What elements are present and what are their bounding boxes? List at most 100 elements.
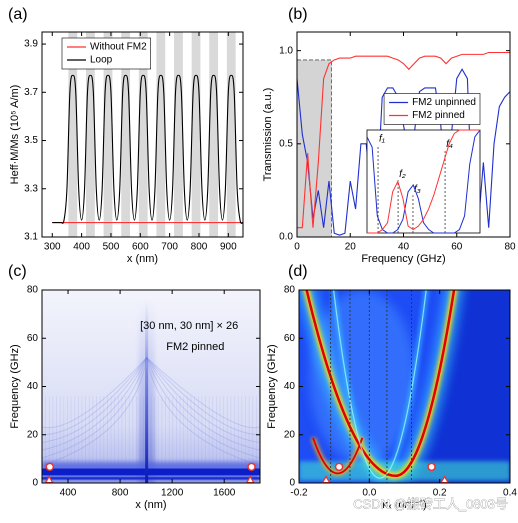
panel-label: (b)	[288, 6, 308, 23]
heatmap-band	[42, 468, 260, 476]
inset-line	[367, 129, 480, 234]
heatmap-fan	[146, 357, 260, 436]
y-tick-label: 80	[27, 285, 39, 296]
heatmap-peak	[305, 290, 456, 478]
x-tick-label: 800	[191, 242, 208, 253]
y-tick-label: 20	[27, 429, 39, 440]
y-tick-label: 3.9	[24, 39, 38, 50]
x-tick-label: 1600	[213, 488, 236, 499]
y-axis-label: Heff·M/Ms (10⁵ A/m)	[9, 85, 21, 185]
x-tick-label: 900	[220, 242, 237, 253]
inset-line	[366, 129, 481, 234]
y-tick-label: 60	[27, 333, 39, 344]
legend-label: FM2 pinned	[412, 110, 465, 121]
shaded-band	[121, 32, 131, 237]
x-tick-label: 0.0	[362, 488, 376, 499]
marker	[334, 462, 344, 472]
x-tick-label: 40	[398, 242, 410, 253]
x-tick-label: 0.4	[503, 488, 517, 499]
data-line	[297, 51, 510, 229]
shaded-band	[209, 32, 219, 237]
y-tick-label: 3.7	[24, 87, 38, 98]
x-axis-label: x (nm)	[127, 253, 158, 265]
inset-label: f₃	[414, 184, 421, 195]
legend-label: FM2 unpinned	[412, 97, 476, 108]
plot-area	[52, 32, 243, 237]
y-axis-label: Transmission (a.u.)	[262, 88, 274, 182]
inset-label: f₁	[379, 134, 385, 145]
heatmap-fan	[42, 357, 148, 451]
legend: Without FM2 Loop	[61, 37, 151, 70]
x-tick-label: 700	[161, 242, 178, 253]
heatmap-fan	[146, 357, 260, 429]
legend-label: Loop	[90, 55, 113, 66]
legend-box	[383, 93, 481, 125]
y-tick-label: 1.0	[279, 45, 293, 56]
panel-label: (d)	[288, 263, 308, 280]
x-tick-label: 400	[60, 488, 77, 499]
y-tick-label: 3.5	[24, 135, 38, 146]
panel-label: (c)	[8, 263, 27, 280]
x-axis-label: x (nm)	[135, 499, 166, 511]
heatmap-line	[145, 299, 149, 483]
plot-area	[42, 290, 260, 483]
panel-label: (a)	[8, 6, 28, 23]
plot-area	[299, 290, 510, 483]
marker	[247, 462, 256, 472]
x-tick-label: 60	[451, 242, 463, 253]
heatmap-band	[42, 477, 260, 480]
shaded-band	[103, 32, 113, 237]
x-tick-label: -0.2	[290, 488, 308, 499]
x-tick-label: 300	[44, 242, 61, 253]
shaded-band	[191, 32, 201, 237]
annotation: FM2 pinned	[166, 341, 224, 353]
x-tick-label: 1200	[161, 488, 184, 499]
inset-label: f₄	[446, 139, 453, 150]
axes-frame	[41, 31, 244, 238]
x-tick-label: 600	[132, 242, 149, 253]
inset-frame	[366, 129, 481, 234]
heatmap-fan	[42, 357, 148, 436]
x-tick-label: 0.2	[433, 488, 447, 499]
y-tick-label: 20	[284, 429, 296, 440]
shaded-band	[68, 32, 78, 237]
y-tick-label: 40	[27, 381, 39, 392]
x-tick-label: 80	[504, 242, 516, 253]
y-tick-label: 0.0	[279, 232, 293, 243]
data-line	[52, 74, 243, 224]
y-tick-label: 3.1	[24, 232, 38, 243]
y-tick-label: 0.5	[279, 138, 293, 149]
x-tick-label: 800	[112, 488, 129, 499]
y-axis-label: Frequency (GHz)	[9, 344, 21, 428]
plot-area	[297, 51, 510, 237]
y-tick-label: 0	[289, 478, 295, 489]
shaded-band	[174, 32, 183, 237]
y-tick-label: 3.3	[24, 183, 38, 194]
y-tick-label: 60	[284, 333, 296, 344]
legend: FM2 unpinned FM2 pinned	[383, 93, 481, 125]
shaded-band	[138, 32, 148, 237]
x-tick-label: 20	[345, 242, 357, 253]
y-tick-label: 0	[32, 478, 38, 489]
legend-box	[61, 37, 151, 70]
shaded-band	[156, 32, 166, 237]
watermark: CSDN @搬砖工人_0803号	[353, 496, 508, 511]
heatmap-fan	[146, 357, 260, 451]
shaded-band	[226, 32, 236, 237]
heatmap-peak	[332, 290, 427, 479]
heatmap-blob	[309, 290, 416, 464]
inset-label: f₂	[399, 169, 406, 180]
y-tick-label: 80	[284, 285, 296, 296]
x-axis-label: Frequency (GHz)	[361, 253, 445, 265]
heatmap-peak	[312, 437, 364, 475]
shaded-band	[86, 32, 95, 237]
y-axis-label: Frequency (GHz)	[266, 344, 278, 428]
y-tick-label: 40	[284, 381, 296, 392]
x-tick-label: 400	[73, 242, 90, 253]
x-axis-label: kₓ (nm⁻¹)	[382, 499, 426, 511]
heatmap-fan	[146, 357, 260, 443]
marker	[45, 462, 55, 472]
legend-label: Without FM2	[90, 42, 147, 53]
marker	[427, 462, 436, 472]
